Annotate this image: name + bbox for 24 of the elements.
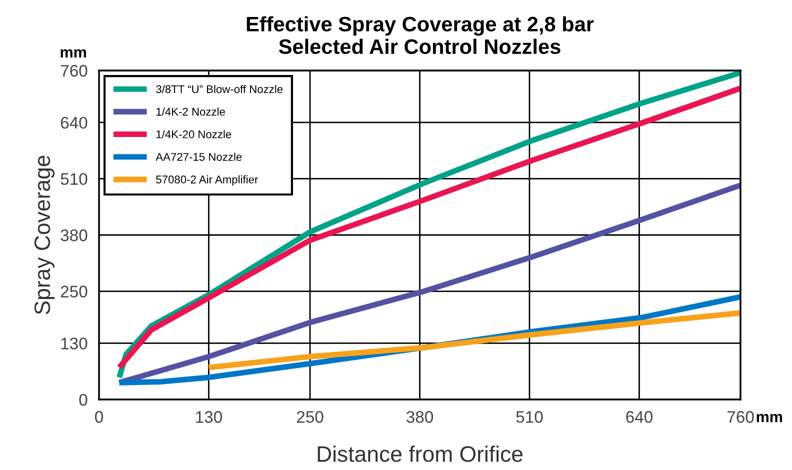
- y-tick-label: 760: [60, 64, 88, 77]
- y-tick-label: 0: [79, 394, 88, 406]
- y-tick-label: 250: [60, 286, 88, 298]
- legend-label: 57080-2 Air Amplifier: [156, 175, 258, 186]
- text: mm: [60, 49, 86, 58]
- y-tick-label: 380: [60, 229, 88, 242]
- x-tick-label: 760: [727, 411, 754, 423]
- y-tick-label: 640: [60, 116, 88, 129]
- legend-label: 1/4K-20 Nozzle: [156, 130, 232, 138]
- x-tick-label: 130: [196, 411, 222, 423]
- x-tick-label: 380: [406, 411, 434, 423]
- x-axis-title: Distance from Orifice: [318, 446, 523, 462]
- y-axis-title: Spray Coverage: [34, 156, 55, 314]
- legend-label: 1/4K-2 Nozzle: [156, 108, 225, 116]
- text: mm: [756, 414, 782, 422]
- y-tick-label: 510: [60, 173, 88, 185]
- x-tick-label: 640: [626, 411, 652, 423]
- x-tick-label: 510: [516, 411, 543, 423]
- legend-label: AA727-15 Nozzle: [156, 152, 242, 161]
- x-tick-label: 0: [95, 411, 103, 423]
- y-tick-label: 130: [61, 338, 88, 350]
- legend-label: 3/8TT “U” Blow-off Nozzle: [156, 84, 283, 94]
- x-tick-label: 250: [296, 411, 324, 423]
- chart-title: Effective Spray Coverage at 2,8 bar Selected Air Control Nozzles: [246, 16, 594, 54]
